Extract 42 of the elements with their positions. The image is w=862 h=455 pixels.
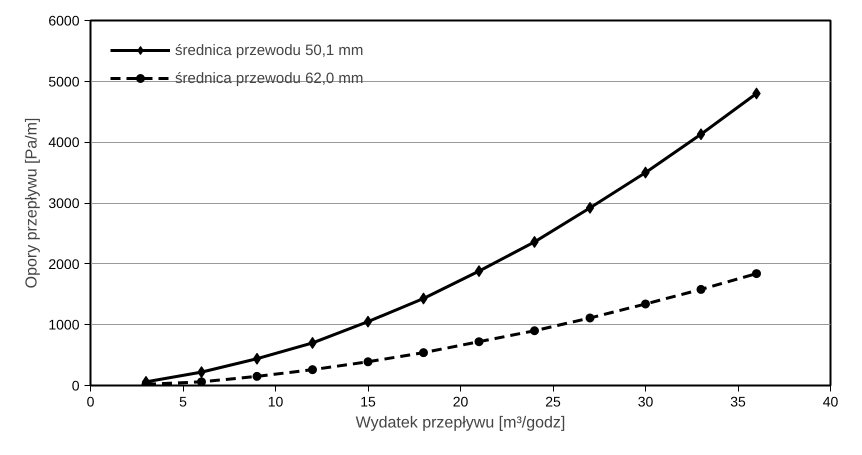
x-tick-label: 35 bbox=[730, 394, 746, 410]
x-tick-label: 0 bbox=[86, 394, 95, 410]
x-tick-label: 15 bbox=[360, 394, 376, 410]
point bbox=[474, 265, 484, 278]
y-tick-label: 1000 bbox=[48, 316, 80, 333]
x-tick-label: 20 bbox=[452, 394, 468, 410]
point bbox=[419, 348, 428, 358]
point bbox=[474, 337, 484, 346]
y-tick-label: 6000 bbox=[48, 12, 80, 28]
point bbox=[364, 316, 372, 328]
legend-label: średnica przewodu 50,1 mm bbox=[175, 42, 364, 58]
y-axis-title: Opory przepływu [Pa/m] bbox=[23, 118, 40, 288]
x-tick-label: 5 bbox=[179, 394, 188, 410]
point bbox=[308, 336, 317, 349]
point bbox=[252, 372, 262, 381]
point bbox=[197, 366, 206, 378]
point bbox=[752, 88, 761, 100]
point bbox=[641, 166, 650, 179]
y-tick-label: 5000 bbox=[48, 73, 80, 90]
point bbox=[530, 236, 539, 248]
point bbox=[586, 202, 594, 214]
point bbox=[308, 365, 317, 374]
point bbox=[586, 313, 594, 322]
point bbox=[696, 128, 706, 140]
point bbox=[364, 357, 372, 366]
point bbox=[530, 326, 539, 336]
x-tick-label: 40 bbox=[822, 394, 838, 410]
x-tick-label: 30 bbox=[638, 394, 654, 410]
point bbox=[696, 284, 706, 294]
x-axis-title: Wydatek przepływu [m³/godz] bbox=[356, 414, 566, 432]
y-tick-label: 2000 bbox=[48, 256, 80, 272]
y-tick-label: 0 bbox=[72, 378, 80, 394]
x-tick-label: 10 bbox=[268, 394, 284, 410]
y-tick-label: 3000 bbox=[48, 195, 80, 211]
legend-label: średnica przewodu 62,0 mm bbox=[175, 70, 364, 86]
point bbox=[419, 292, 428, 305]
point bbox=[752, 269, 761, 278]
point bbox=[252, 352, 262, 365]
y-tick-label: 4000 bbox=[48, 134, 80, 150]
x-tick-label: 25 bbox=[545, 394, 561, 410]
point bbox=[197, 377, 206, 386]
point bbox=[641, 299, 650, 308]
